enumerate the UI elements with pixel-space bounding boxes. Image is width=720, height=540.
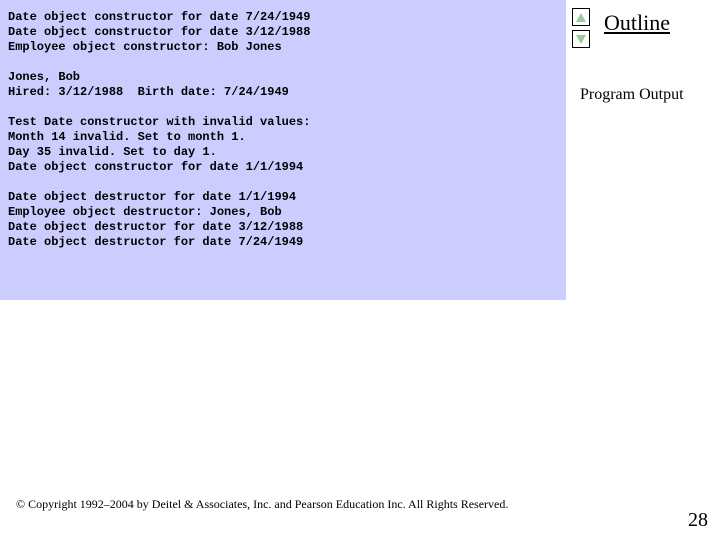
copyright-text: © Copyright 1992–2004 by Deitel & Associ… xyxy=(16,497,508,512)
code-output-panel: Date object constructor for date 7/24/19… xyxy=(0,0,566,300)
triangle-down-icon xyxy=(576,35,586,44)
program-output-text: Date object constructor for date 7/24/19… xyxy=(0,0,566,250)
page-number: 28 xyxy=(688,509,708,532)
nav-up-button[interactable] xyxy=(572,8,590,26)
nav-buttons-group xyxy=(572,8,592,52)
nav-down-button[interactable] xyxy=(572,30,590,48)
triangle-up-icon xyxy=(576,13,586,22)
outline-heading[interactable]: Outline xyxy=(604,10,670,36)
section-title: Program Output xyxy=(580,86,684,104)
